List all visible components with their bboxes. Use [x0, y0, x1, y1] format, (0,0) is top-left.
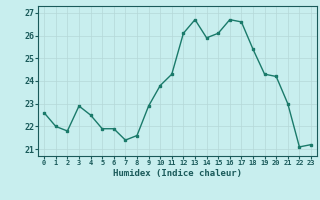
X-axis label: Humidex (Indice chaleur): Humidex (Indice chaleur) — [113, 169, 242, 178]
